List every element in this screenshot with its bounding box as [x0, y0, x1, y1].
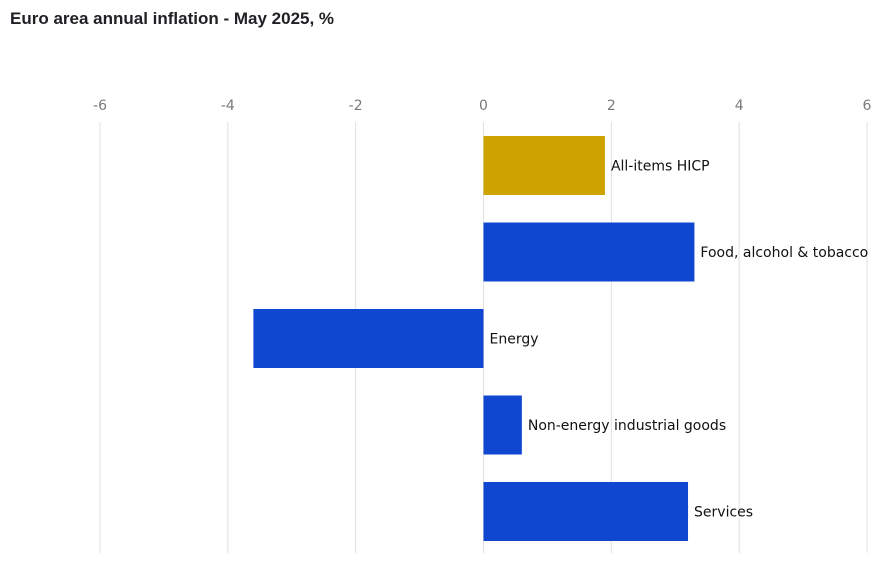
bar-category-label: All-items HICP	[611, 159, 710, 175]
bar-category-label: Non-energy industrial goods	[528, 418, 726, 434]
bars	[253, 136, 695, 541]
x-tick-label: 6	[863, 98, 872, 114]
x-tick-label: 4	[735, 98, 744, 114]
bar[interactable]	[483, 482, 689, 541]
x-tick-label: 0	[479, 98, 488, 114]
x-tick-label: 2	[607, 98, 616, 114]
bar[interactable]	[483, 395, 522, 455]
bar[interactable]	[253, 309, 484, 368]
bar-labels: All-items HICP Food, alcohol & tobacco Ene…	[490, 159, 869, 521]
x-tick-label: -2	[349, 98, 363, 114]
x-axis-ticks: -6 -4 -2 0 2 4 6	[93, 98, 872, 114]
bar-category-label: Food, alcohol & tobacco	[700, 245, 868, 261]
chart-title: Euro area annual inflation - May 2025, %	[10, 9, 335, 28]
x-tick-label: -6	[93, 98, 107, 114]
bar-category-label: Energy	[490, 332, 539, 348]
x-tick-label: -4	[221, 98, 235, 114]
bar[interactable]	[483, 136, 605, 195]
bar[interactable]	[483, 222, 695, 282]
bar-category-label: Services	[694, 505, 753, 521]
